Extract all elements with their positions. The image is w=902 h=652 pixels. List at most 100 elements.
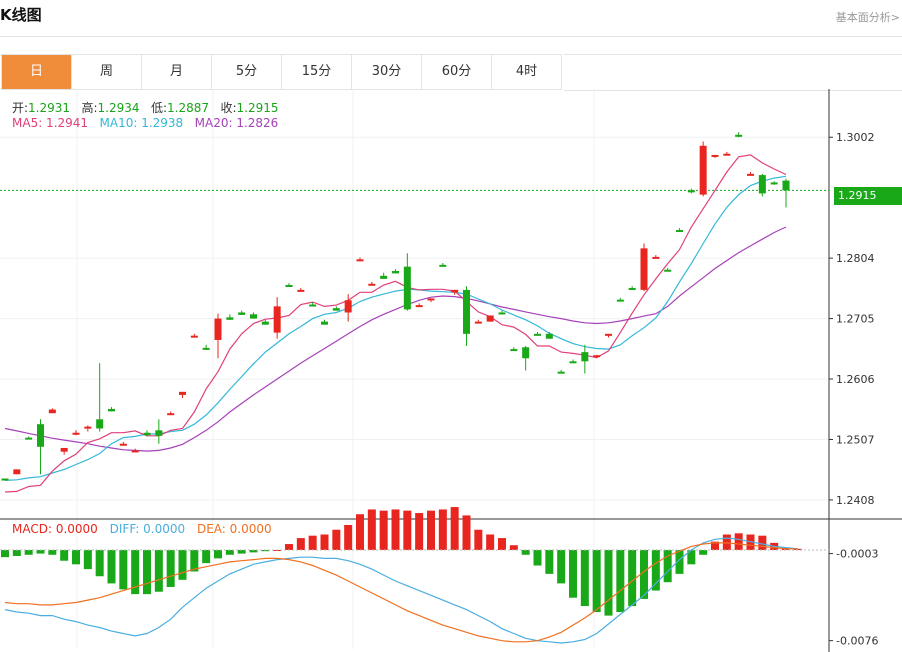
macd-bar	[154, 550, 163, 592]
candle-body	[687, 190, 695, 193]
tab-week[interactable]: 周	[72, 55, 142, 89]
macd-bar	[557, 550, 566, 584]
candle-body	[48, 409, 56, 414]
macd-bar	[427, 510, 435, 551]
macd-bar	[651, 550, 660, 591]
candle-body	[652, 256, 660, 259]
candle-body	[321, 321, 328, 325]
candle-body	[261, 321, 269, 325]
macd-bar	[533, 550, 542, 566]
macd-bar	[793, 548, 802, 551]
kline-chart[interactable]: 1.3002 1.2804 1.2705 1.2606 1.2507 1.2408 -0.0…	[0, 89, 902, 652]
candle-body	[415, 305, 423, 308]
candle-body	[226, 317, 234, 320]
macd-bar	[758, 535, 767, 551]
macd-bar	[580, 550, 589, 607]
macd-bar	[509, 545, 518, 551]
macd-bar	[72, 550, 80, 565]
macd-bar	[722, 534, 731, 551]
y-tick-label-5: 1.2408	[836, 494, 875, 507]
tab-day[interactable]: 日	[2, 55, 72, 89]
macd-bar	[143, 550, 151, 595]
candle-body	[463, 289, 470, 334]
macd-bar	[190, 550, 199, 572]
candle-body	[344, 300, 352, 313]
macd-bar	[616, 550, 625, 613]
ma-legend: MA5: 1.2941 MA10: 1.2938 MA20: 1.2826	[12, 116, 278, 130]
macd-bar	[415, 513, 424, 551]
candle-body	[13, 469, 21, 475]
tab-60min[interactable]: 60分	[422, 55, 492, 89]
macd-bar	[604, 550, 613, 616]
macd-bar	[699, 550, 708, 555]
tab-month[interactable]: 月	[142, 55, 212, 89]
tab-15min[interactable]: 15分	[282, 55, 352, 89]
macd-bar	[711, 541, 719, 551]
open-label: 开:	[12, 101, 29, 115]
fundamental-analysis-link[interactable]: 基本面分析>	[835, 11, 900, 24]
macd-bar	[36, 550, 45, 554]
macd-bar	[107, 550, 116, 584]
tab-30min[interactable]: 30分	[352, 55, 422, 89]
tab-bar-fill	[564, 54, 902, 91]
y-tick-label-2: 1.2705	[836, 313, 875, 326]
macd-bar	[95, 550, 104, 577]
candle-body	[439, 264, 447, 267]
header-divider	[0, 36, 902, 37]
candle-body	[723, 153, 731, 156]
macd-bar	[261, 550, 270, 552]
macd-bar	[498, 538, 506, 551]
candle-body	[309, 304, 317, 307]
candle-body	[368, 283, 376, 286]
candle-body	[758, 175, 766, 194]
macd-bar	[60, 550, 69, 561]
ma20-line	[4, 226, 787, 452]
candle-body	[605, 333, 612, 336]
macd-bar	[131, 550, 140, 595]
candle-body	[522, 347, 530, 359]
period-tabs: 日 周 月 5分 15分 30分 60分 4时	[1, 54, 562, 90]
high-label: 高:	[81, 101, 98, 115]
candle-body	[581, 352, 589, 362]
candle-body	[273, 306, 281, 333]
candle-body	[214, 318, 222, 340]
macd-bar	[332, 529, 341, 551]
macd-bar	[569, 550, 577, 598]
macd-legend-macd: MACD: 0.0000	[12, 522, 98, 536]
macd-bar	[474, 529, 483, 551]
grid	[0, 89, 829, 649]
macd-bar	[356, 514, 364, 551]
page-title: K线图	[0, 6, 42, 24]
candle-body	[285, 284, 293, 287]
macd-bar	[545, 550, 554, 574]
macd-histogram	[1, 507, 802, 616]
macd-bar	[462, 515, 471, 551]
macd-bar	[48, 550, 57, 555]
candle-body	[1, 478, 9, 481]
open-value: 1.2931	[28, 101, 71, 115]
candle-body	[72, 432, 80, 435]
ma5-legend: MA5: 1.2941	[12, 116, 89, 130]
candle-body	[534, 333, 541, 336]
candle-body	[711, 154, 719, 157]
macd-bar	[225, 550, 234, 555]
candle-body	[616, 299, 624, 302]
tab-4hour[interactable]: 4时	[492, 55, 562, 89]
macd-bar	[344, 524, 353, 551]
macd-bar	[640, 550, 648, 599]
dea-line	[4, 542, 798, 643]
macd-bar	[202, 550, 211, 564]
candle-body	[356, 259, 364, 262]
macd-bar	[675, 550, 684, 574]
ma10-legend: MA10: 1.2938	[99, 116, 184, 130]
ma20-legend: MA20: 1.2826	[194, 116, 279, 130]
macd-bar	[320, 534, 329, 551]
candle-body	[238, 312, 246, 315]
candle-body	[96, 419, 104, 429]
macd-legend: MACD: 0.0000 DIFF: 0.0000 DEA: 0.0000	[12, 522, 280, 536]
y-tick-label-0: 1.3002	[836, 131, 875, 144]
tab-5min[interactable]: 5分	[212, 55, 282, 89]
candle-body	[557, 371, 565, 374]
candle-body	[782, 180, 790, 191]
candle-body	[498, 312, 506, 315]
